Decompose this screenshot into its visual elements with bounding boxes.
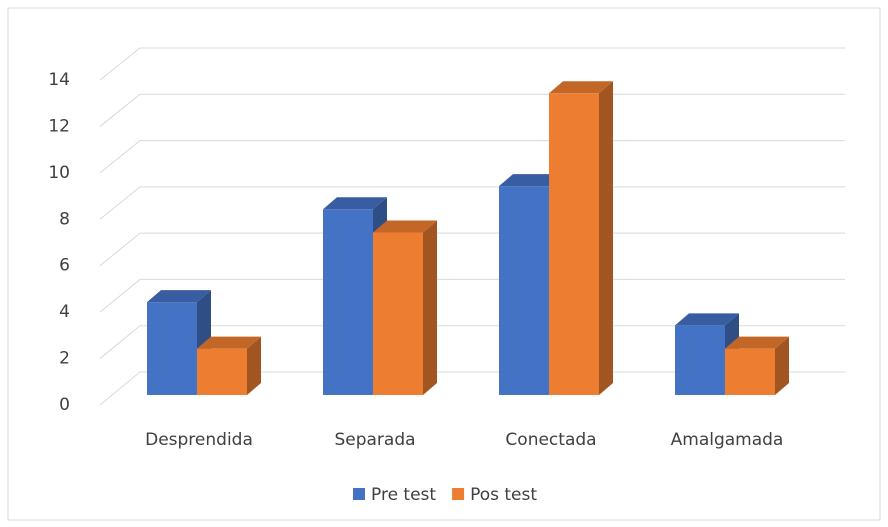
bar-front — [323, 209, 373, 395]
y-tick-label: 4 — [59, 302, 70, 322]
y-tick-label: 2 — [59, 349, 70, 369]
bar-front — [197, 348, 247, 395]
y-tick-label: 14 — [48, 70, 70, 90]
bar-top — [549, 81, 613, 94]
x-tick-label: Amalgamada — [671, 430, 784, 450]
legend-swatch — [452, 488, 465, 500]
y-tick-label: 12 — [48, 116, 70, 136]
chart-frame — [7, 7, 881, 521]
x-tick-label: Desprendida — [145, 430, 253, 450]
bar — [725, 336, 789, 395]
bar-top — [197, 336, 261, 349]
bar-front — [675, 325, 725, 395]
bar-front — [373, 232, 423, 395]
bar-front — [147, 302, 197, 395]
bar-side — [599, 81, 613, 395]
legend-swatch — [353, 488, 365, 500]
bar-top — [373, 220, 437, 233]
legend-label: Pos test — [470, 485, 537, 505]
bar-side — [775, 336, 789, 395]
x-tick-label: Separada — [334, 430, 415, 450]
bar-top — [323, 197, 387, 210]
y-tick-label: 6 — [59, 256, 70, 276]
bar — [549, 81, 613, 395]
bar-top — [725, 336, 789, 349]
bar-side — [423, 220, 437, 395]
bar-front — [725, 348, 775, 395]
bar-side — [247, 336, 261, 395]
bar — [197, 336, 261, 395]
bar-top — [675, 313, 739, 326]
legend-label: Pre test — [371, 485, 436, 505]
bar-front — [499, 186, 549, 395]
bar — [373, 220, 437, 395]
x-tick-label: Conectada — [505, 430, 596, 450]
bar — [675, 313, 739, 395]
y-tick-label: 10 — [48, 163, 70, 183]
grid-line — [99, 47, 845, 81]
bar-front — [549, 93, 599, 395]
bar-top — [499, 174, 563, 187]
bar-top — [147, 290, 211, 303]
y-tick-label: 0 — [59, 395, 70, 415]
y-tick-label: 8 — [59, 209, 70, 229]
